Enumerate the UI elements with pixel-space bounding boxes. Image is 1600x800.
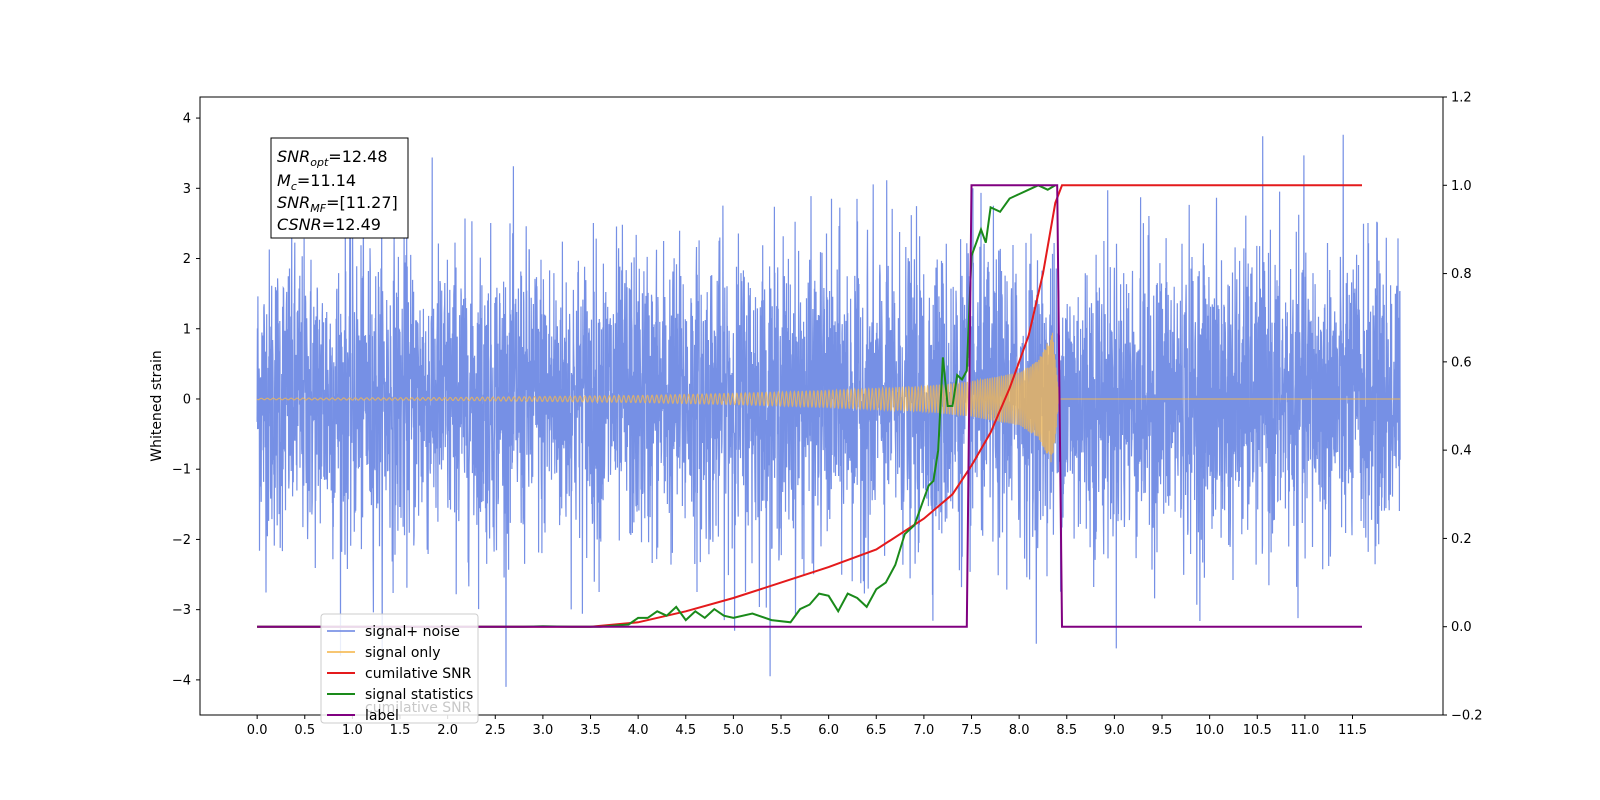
x-tick-label: 4.0 [628,723,649,738]
x-tick-label: 6.0 [818,723,839,738]
y-right-tick-label: 0.2 [1451,532,1472,547]
csnr-text: CSNR=12.49 [277,215,381,234]
y-left-tick-label: 0 [183,392,191,407]
x-tick-label: 6.5 [866,723,887,738]
y-right-tick-label: 1.2 [1451,91,1472,106]
x-tick-label: 2.0 [437,723,458,738]
y-right-tick-label: 0.6 [1451,355,1472,370]
x-tick-label: 1.0 [342,723,363,738]
legend-label: cumilative SNR [365,666,472,682]
legend-label: signal statistics [365,687,473,703]
x-tick-label: 11.0 [1290,723,1319,738]
y-axis-left-label: Whitened strain [149,350,165,461]
legend-box [320,613,479,724]
right-axis-series [257,184,1362,628]
legend: cumilative SNR signal+ noise signal only c… [320,613,479,724]
legend-label: signal+ noise [365,624,460,640]
x-tick-label: 8.0 [1009,723,1030,738]
y-left-tick-label: 2 [183,252,191,267]
y-right-tick-label: 0.8 [1451,267,1472,282]
y-right-tick-label: −0.2 [1451,709,1483,724]
x-tick-label: 4.5 [675,723,696,738]
x-tick-label: 3.0 [533,723,554,738]
y-axis-right: 1.2 1.0 0.8 0.6 0.4 0.2 0.0 −0.2 [1443,91,1483,724]
snr-mf-text: SNRMF=[11.27] [277,193,398,215]
series-signal-noise-line [256,134,1401,687]
legend-label: label [365,708,399,724]
x-tick-label: 0.0 [247,723,268,738]
x-tick-label: 0.5 [294,723,315,738]
series-signal-statistics-line [257,184,1056,628]
legend-ghost-text: cumilative SNR [365,700,472,716]
x-tick-label: 3.5 [580,723,601,738]
x-tick-label: 9.5 [1152,723,1173,738]
x-tick-label: 7.0 [914,723,935,738]
x-tick-label: 10.0 [1195,723,1224,738]
series-cumilative-snr-line [257,184,1362,628]
y-right-tick-label: 0.0 [1451,620,1472,635]
x-tick-label: 9.0 [1104,723,1125,738]
y-axis-left: 4 3 2 1 0 −1 −2 −3 −4 [172,112,200,688]
x-tick-label: 8.5 [1056,723,1077,738]
y-left-tick-label: −3 [172,603,191,618]
x-axis: 0.0 0.5 1.0 1.5 2.0 2.5 3.0 3.5 4.0 4.5 5.0 5.5 6.0 6… [247,715,1367,738]
noise-series [256,134,1401,687]
x-tick-label: 5.0 [723,723,744,738]
x-tick-label: 11.5 [1338,723,1367,738]
x-tick-label: 10.5 [1243,723,1272,738]
plot-frame [199,96,1444,716]
y-right-tick-label: 0.4 [1451,444,1472,459]
y-left-tick-label: −4 [172,673,191,688]
y-left-tick-label: 3 [183,182,191,197]
signal-only-series [256,332,1401,463]
legend-label: signal only [365,645,440,661]
series-label-line [257,184,1362,628]
x-tick-label: 2.5 [485,723,506,738]
stats-annotation: SNRopt=12.48 Mc=11.14 SNRMF=[11.27] CSNR… [270,137,409,239]
y-left-tick-label: 4 [183,112,191,127]
snr-opt-text: SNRopt=12.48 [277,147,388,169]
y-left-tick-label: −1 [172,463,191,478]
y-right-tick-label: 1.0 [1451,179,1472,194]
x-tick-label: 7.5 [961,723,982,738]
mc-text: Mc=11.14 [277,171,356,193]
y-left-tick-label: −2 [172,533,191,548]
stats-annotation-box [270,137,409,239]
x-tick-label: 1.5 [390,723,411,738]
series-signal-only-line [256,332,1401,463]
x-tick-label: 5.5 [771,723,792,738]
y-left-tick-label: 1 [183,322,191,337]
